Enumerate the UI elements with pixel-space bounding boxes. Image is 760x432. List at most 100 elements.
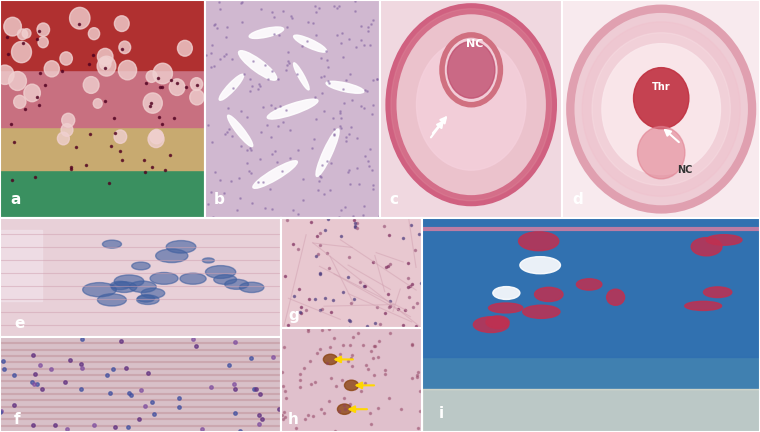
Circle shape [119, 41, 131, 54]
Circle shape [169, 79, 185, 95]
Circle shape [225, 280, 249, 289]
Circle shape [97, 56, 116, 76]
Ellipse shape [576, 279, 602, 290]
Circle shape [97, 48, 113, 65]
Circle shape [177, 40, 192, 56]
Circle shape [602, 44, 720, 175]
Text: i: i [439, 407, 444, 421]
Circle shape [150, 273, 178, 284]
Ellipse shape [606, 289, 625, 305]
Circle shape [17, 29, 27, 40]
Ellipse shape [520, 257, 560, 274]
Circle shape [8, 72, 27, 90]
Circle shape [129, 281, 157, 292]
Text: g: g [288, 308, 299, 323]
Circle shape [337, 404, 351, 414]
Circle shape [156, 249, 188, 263]
Circle shape [150, 130, 163, 144]
Ellipse shape [227, 115, 253, 146]
Circle shape [239, 282, 264, 292]
Text: c: c [389, 192, 398, 207]
Circle shape [24, 84, 40, 102]
Text: h: h [288, 412, 299, 427]
Circle shape [416, 39, 526, 170]
Circle shape [202, 258, 214, 263]
Text: a: a [11, 192, 21, 207]
Circle shape [634, 68, 689, 129]
Text: e: e [14, 316, 24, 331]
Circle shape [93, 98, 102, 108]
Circle shape [38, 37, 49, 48]
Ellipse shape [316, 129, 339, 177]
Circle shape [0, 65, 14, 84]
Bar [0, 170, 205, 218]
Ellipse shape [534, 287, 563, 302]
Circle shape [214, 275, 236, 284]
Circle shape [62, 113, 74, 127]
Ellipse shape [523, 305, 560, 318]
Circle shape [141, 288, 165, 298]
Ellipse shape [706, 235, 742, 245]
Bar [0, 0, 205, 70]
Circle shape [14, 95, 26, 108]
Ellipse shape [326, 81, 364, 93]
Ellipse shape [685, 302, 721, 311]
Ellipse shape [473, 317, 509, 333]
Ellipse shape [219, 74, 244, 100]
Text: f: f [14, 412, 21, 427]
Circle shape [570, 9, 752, 210]
Circle shape [205, 266, 236, 278]
Circle shape [114, 275, 144, 287]
Circle shape [137, 295, 159, 305]
Circle shape [119, 60, 137, 80]
Circle shape [582, 22, 740, 196]
Bar [0, 70, 205, 127]
Circle shape [84, 76, 99, 93]
Circle shape [166, 241, 196, 253]
Ellipse shape [268, 99, 318, 119]
Circle shape [143, 93, 163, 113]
Circle shape [146, 71, 157, 83]
Circle shape [115, 16, 129, 32]
Circle shape [191, 78, 203, 91]
Ellipse shape [293, 35, 327, 52]
Circle shape [448, 41, 495, 98]
Circle shape [111, 282, 137, 292]
Circle shape [70, 7, 90, 29]
Ellipse shape [249, 27, 283, 38]
Circle shape [344, 380, 359, 391]
Circle shape [4, 17, 21, 36]
Circle shape [97, 294, 126, 306]
Ellipse shape [518, 232, 559, 251]
Circle shape [638, 127, 685, 179]
Ellipse shape [253, 161, 297, 188]
Text: b: b [214, 192, 225, 207]
Circle shape [37, 23, 49, 36]
Ellipse shape [489, 303, 523, 313]
Circle shape [190, 90, 204, 105]
Circle shape [61, 124, 73, 136]
Circle shape [88, 28, 100, 40]
Circle shape [138, 295, 154, 302]
Circle shape [324, 354, 337, 365]
Circle shape [100, 57, 111, 70]
Circle shape [60, 52, 72, 65]
Ellipse shape [691, 238, 722, 256]
Circle shape [391, 9, 552, 201]
Ellipse shape [492, 286, 520, 299]
Circle shape [148, 130, 164, 148]
Ellipse shape [239, 51, 277, 80]
Circle shape [180, 273, 206, 284]
Circle shape [131, 262, 150, 270]
Circle shape [110, 281, 130, 289]
Ellipse shape [486, 316, 509, 328]
Ellipse shape [293, 63, 309, 90]
Ellipse shape [704, 287, 732, 298]
Bar [0, 127, 205, 170]
Text: NC: NC [677, 165, 692, 175]
Circle shape [103, 240, 122, 248]
Text: NC: NC [466, 38, 483, 49]
Circle shape [44, 61, 59, 77]
Text: Thr: Thr [652, 82, 670, 92]
Circle shape [83, 283, 116, 297]
